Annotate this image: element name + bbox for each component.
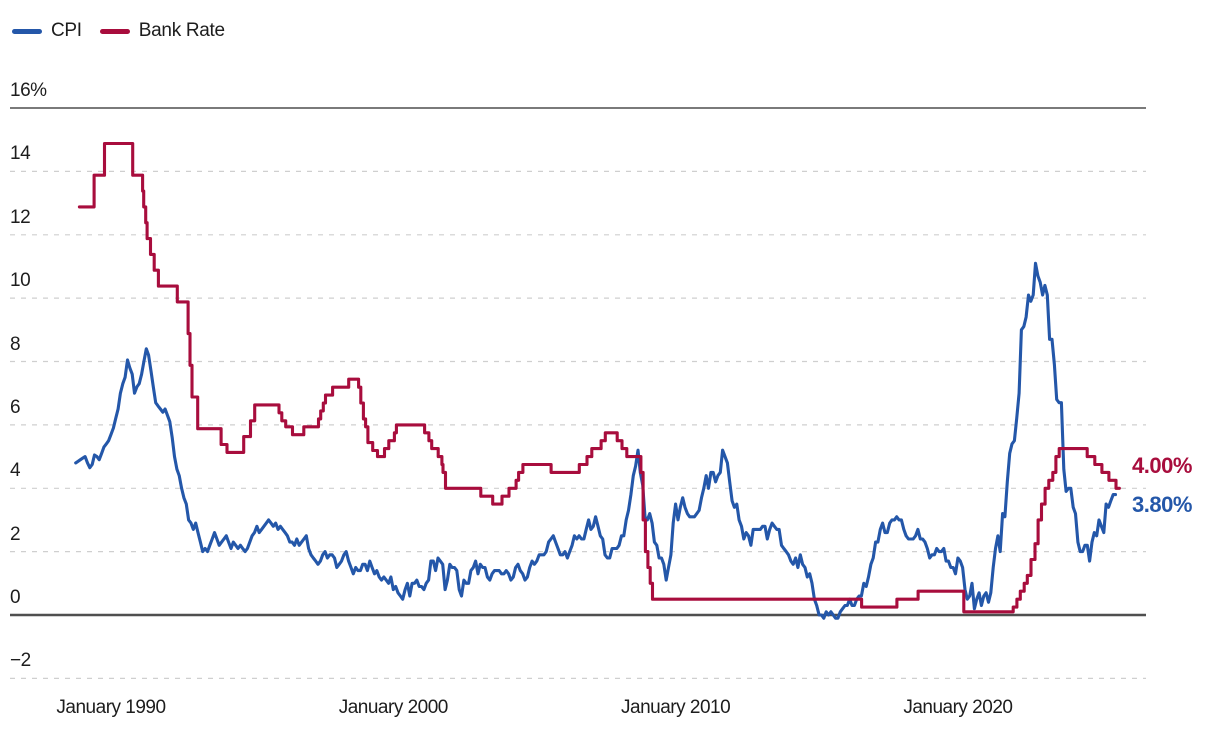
y-tick-label: 2: [10, 523, 21, 545]
y-tick-label: −2: [10, 650, 31, 672]
legend: CPI Bank Rate: [12, 20, 225, 42]
y-tick-label: 6: [10, 396, 21, 418]
y-tick-label: 12: [10, 206, 31, 228]
y-tick-label: 4: [10, 460, 21, 482]
y-tick-label: 14: [10, 143, 31, 165]
y-tick-label: 0: [10, 587, 21, 608]
bank-rate-line-swatch: [99, 28, 130, 34]
bank-rate-line: [77, 141, 1121, 614]
cpi-line: [74, 261, 1118, 620]
y-tick-label: 16%: [10, 80, 47, 101]
x-tick-label: January 2020: [903, 697, 1013, 718]
cpi-end-label: 3.80%: [1132, 492, 1192, 517]
x-tick-label: January 2000: [338, 697, 449, 718]
y-tick-label: 8: [10, 333, 21, 355]
legend-item-cpi: CPI: [12, 20, 82, 42]
legend-item-bank-rate: Bank Rate: [99, 20, 225, 42]
bank-rate-end-label: 4.00%: [1132, 453, 1192, 478]
y-tick-label: 10: [10, 270, 31, 292]
legend-label-bank-rate: Bank Rate: [138, 20, 225, 41]
x-tick-label: January 2010: [621, 697, 731, 718]
x-tick-label: January 1990: [56, 697, 166, 718]
cpi-line-swatch: [12, 28, 42, 34]
legend-label-cpi: CPI: [51, 20, 82, 41]
